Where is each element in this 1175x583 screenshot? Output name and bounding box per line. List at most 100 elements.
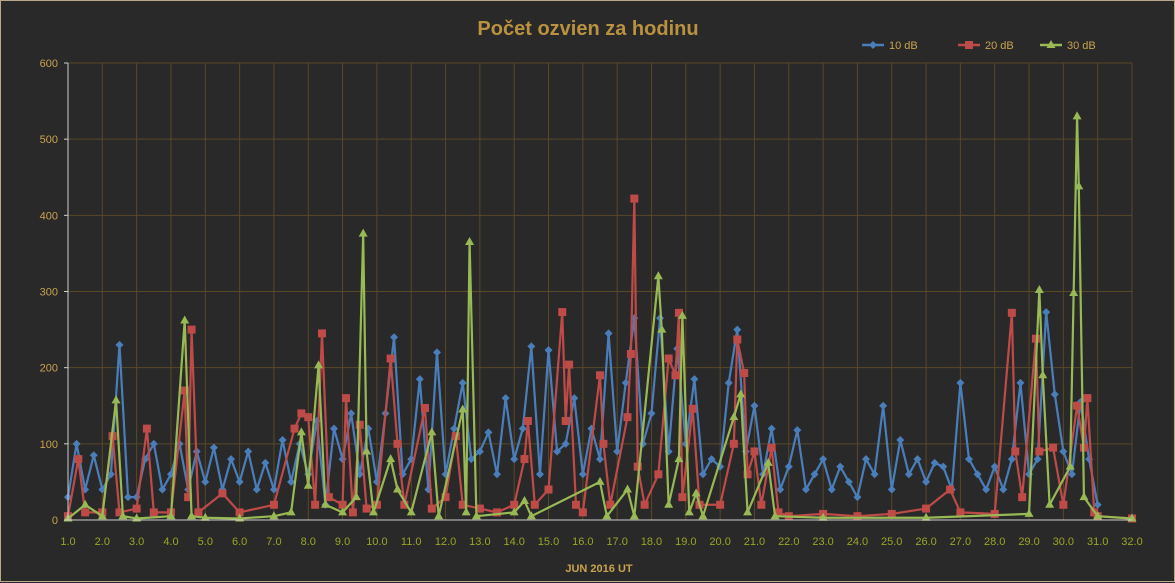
data-point-marker xyxy=(750,401,759,410)
y-tick-label: 100 xyxy=(40,439,58,451)
data-point-marker xyxy=(602,511,612,520)
data-point-marker xyxy=(887,485,896,494)
data-point-marker xyxy=(956,378,965,387)
data-point-marker xyxy=(595,476,605,485)
data-point-marker xyxy=(578,470,587,479)
y-tick-label: 500 xyxy=(40,134,58,146)
y-tick-label: 600 xyxy=(40,58,58,70)
data-point-marker xyxy=(561,416,570,425)
data-point-marker xyxy=(118,511,128,520)
data-point-marker xyxy=(520,455,529,464)
data-point-marker xyxy=(111,395,121,404)
data-point-marker xyxy=(596,455,604,464)
data-point-marker xyxy=(784,462,793,471)
data-point-marker xyxy=(132,504,141,513)
x-tick-label: 8.0 xyxy=(301,536,316,548)
data-point-marker xyxy=(184,493,193,502)
data-point-marker xyxy=(269,500,278,509)
x-tick-label: 13.0 xyxy=(469,536,490,548)
x-tick-label: 25.0 xyxy=(881,536,902,548)
data-point-marker xyxy=(801,485,810,494)
data-point-marker xyxy=(200,512,210,521)
data-point-marker xyxy=(338,455,347,464)
data-point-marker xyxy=(1011,447,1020,456)
x-tick-label: 21.0 xyxy=(744,536,765,548)
data-point-marker xyxy=(654,470,663,479)
x-tick-label: 10.0 xyxy=(366,536,387,548)
x-tick-label: 30.0 xyxy=(1053,536,1074,548)
data-point-marker xyxy=(922,477,931,486)
x-tick-label: 27.0 xyxy=(950,536,971,548)
data-point-marker xyxy=(362,446,372,455)
data-point-marker xyxy=(904,470,913,479)
data-point-marker xyxy=(836,462,845,471)
data-point-marker xyxy=(518,424,527,433)
data-point-marker xyxy=(684,507,694,516)
data-point-marker xyxy=(297,409,306,418)
data-point-marker xyxy=(1083,394,1092,403)
data-point-marker xyxy=(879,401,888,410)
data-point-marker xyxy=(74,455,83,464)
data-point-marker xyxy=(596,371,604,380)
data-point-marker xyxy=(647,409,656,418)
x-tick-label: 11.0 xyxy=(401,536,422,548)
data-point-marker xyxy=(774,508,783,517)
data-point-marker xyxy=(235,477,244,486)
x-tick-label: 18.0 xyxy=(641,536,662,548)
data-point-marker xyxy=(896,436,905,445)
data-point-marker xyxy=(471,511,481,520)
x-tick-label: 2.0 xyxy=(95,536,110,548)
legend-square-icon xyxy=(965,41,973,49)
x-tick-label: 3.0 xyxy=(129,536,144,548)
data-point-marker xyxy=(729,412,739,421)
data-point-marker xyxy=(535,470,544,479)
data-point-marker xyxy=(484,428,493,437)
series-line xyxy=(67,115,1133,520)
data-point-marker xyxy=(218,489,227,498)
data-point-marker xyxy=(743,470,752,479)
data-point-marker xyxy=(671,371,680,380)
data-point-marker xyxy=(493,470,502,479)
data-point-marker xyxy=(733,335,742,344)
x-tick-label: 32.0 xyxy=(1121,536,1142,548)
legend-label: 30 dB xyxy=(1067,40,1096,52)
data-point-marker xyxy=(390,333,399,342)
data-point-marker xyxy=(956,508,965,517)
data-point-marker xyxy=(853,493,862,502)
data-point-marker xyxy=(320,499,330,508)
data-point-marker xyxy=(158,485,167,494)
data-point-marker xyxy=(142,424,151,433)
data-point-marker xyxy=(201,477,210,486)
data-point-marker xyxy=(674,454,684,463)
data-point-marker xyxy=(999,485,1008,494)
data-point-marker xyxy=(420,404,429,413)
data-point-marker xyxy=(1031,334,1040,343)
data-point-marker xyxy=(939,462,948,471)
data-point-marker xyxy=(358,228,368,237)
data-point-marker xyxy=(106,470,115,479)
data-point-marker xyxy=(571,500,580,509)
x-tick-label: 12.0 xyxy=(435,536,456,548)
data-point-marker xyxy=(124,493,133,502)
data-point-marker xyxy=(296,427,306,436)
data-point-marker xyxy=(1093,511,1103,520)
data-point-marker xyxy=(553,447,562,456)
x-tick-label: 19.0 xyxy=(675,536,696,548)
data-point-marker xyxy=(1042,308,1051,317)
data-point-marker xyxy=(1072,111,1082,120)
data-point-marker xyxy=(633,462,642,471)
data-point-marker xyxy=(1016,378,1025,387)
legend-label: 20 dB xyxy=(985,40,1014,52)
data-point-marker xyxy=(324,493,333,502)
y-tick-label: 300 xyxy=(40,287,58,299)
data-point-marker xyxy=(743,507,753,516)
data-point-marker xyxy=(427,427,437,436)
data-point-marker xyxy=(393,439,402,448)
data-point-marker xyxy=(461,507,471,516)
data-point-marker xyxy=(1049,443,1058,452)
data-point-marker xyxy=(432,348,441,357)
data-point-marker xyxy=(613,447,622,456)
data-point-marker xyxy=(81,508,90,517)
data-point-marker xyxy=(1007,455,1016,464)
